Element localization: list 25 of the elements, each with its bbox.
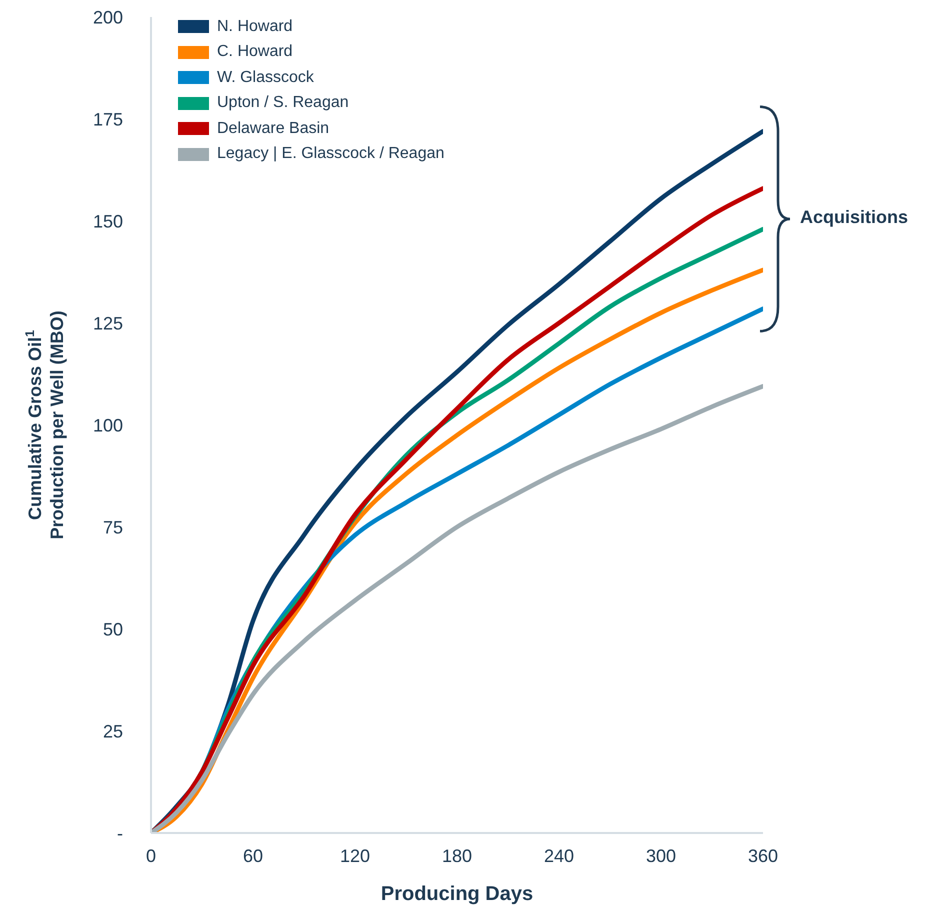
y-tick-label: 175 — [92, 109, 123, 130]
y-tick-label: 75 — [102, 517, 123, 538]
y-tick-label: 200 — [92, 7, 123, 28]
x-tick-label: 300 — [646, 846, 676, 866]
y-tick-label: 50 — [102, 619, 123, 640]
x-tick-label: 0 — [146, 846, 156, 866]
legend-label: Upton / S. Reagan — [217, 94, 349, 112]
x-tick-label: 240 — [544, 846, 574, 866]
legend-label: Delaware Basin — [217, 120, 330, 138]
x-tick-label: 60 — [242, 846, 264, 866]
x-tick-label: 120 — [340, 846, 370, 866]
legend-label: Legacy | E. Glasscock / Reagan — [217, 145, 444, 164]
legend-label: W. Glasscock — [217, 68, 314, 87]
y-tick-label: 150 — [92, 211, 123, 232]
y-axis-title: Cumulative Gross Oil$^{1}$ Production per Well (MBO) — [23, 310, 67, 540]
x-tick-label: 360 — [748, 846, 778, 866]
legend-label: C. Howard — [217, 43, 293, 62]
x-tick-label: 180 — [442, 846, 472, 866]
y-tick-label: 125 — [92, 313, 123, 334]
y-tick-label: 25 — [102, 721, 123, 742]
y-tick-label: - — [117, 823, 123, 844]
y-tick-label: 100 — [92, 415, 123, 436]
text: Acquisitions — [800, 206, 908, 228]
x-axis-title: Producing Days — [380, 883, 534, 905]
legend-label: N. Howard — [217, 18, 293, 36]
